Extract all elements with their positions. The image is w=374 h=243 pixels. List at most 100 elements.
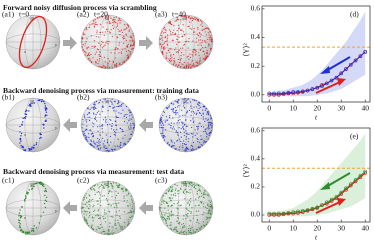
state-point	[118, 210, 120, 212]
state-point	[173, 57, 175, 60]
state-point	[31, 102, 33, 104]
state-point	[114, 48, 116, 50]
state-point	[43, 100, 45, 103]
y-tick-label: 0.4	[251, 32, 261, 41]
panel-label: (d)	[350, 10, 359, 19]
state-point	[18, 212, 21, 214]
state-point	[112, 21, 114, 24]
state-point	[94, 104, 96, 106]
state-point	[185, 143, 187, 146]
state-point	[94, 45, 97, 47]
state-point	[98, 110, 100, 112]
series-point	[334, 75, 339, 80]
panel-label: (a2)	[77, 10, 90, 19]
state-point	[104, 182, 106, 184]
state-point	[123, 144, 125, 146]
state-point	[189, 219, 191, 221]
state-point	[163, 48, 165, 51]
state-point	[204, 31, 206, 33]
axis-label: x	[177, 49, 179, 54]
state-point	[20, 140, 22, 142]
state-point	[208, 195, 210, 197]
series-point	[344, 67, 348, 71]
state-point	[181, 29, 183, 31]
state-point	[177, 19, 180, 21]
state-point	[120, 51, 122, 53]
state-point	[201, 22, 203, 24]
state-point	[31, 228, 33, 230]
panel-label: (b1)	[2, 93, 15, 102]
state-point	[24, 195, 27, 197]
state-point	[21, 123, 23, 125]
state-point	[44, 102, 46, 105]
state-point	[181, 123, 184, 125]
state-point	[160, 203, 162, 205]
state-point	[118, 18, 120, 20]
state-point	[176, 132, 179, 134]
state-point	[190, 120, 192, 122]
state-point	[196, 106, 198, 108]
state-point	[93, 146, 95, 148]
state-point	[174, 192, 176, 194]
state-point	[106, 185, 108, 187]
state-point	[165, 55, 167, 57]
state-point	[24, 117, 26, 120]
state-point	[97, 203, 99, 205]
state-point	[114, 148, 116, 150]
state-point	[162, 194, 165, 196]
state-point	[172, 63, 174, 66]
state-point	[186, 99, 188, 101]
state-point	[196, 221, 198, 223]
state-point	[181, 121, 183, 124]
state-point	[85, 193, 87, 195]
state-point	[178, 122, 180, 124]
state-point	[101, 184, 103, 187]
state-point	[131, 131, 133, 133]
state-point	[197, 35, 199, 37]
state-point	[186, 110, 189, 112]
state-point	[196, 125, 198, 128]
state-point	[101, 101, 103, 103]
state-point	[170, 55, 172, 57]
state-point	[199, 112, 201, 115]
y-axis-label: ⟨Y⟩²	[242, 163, 251, 177]
state-point	[85, 27, 87, 29]
state-point	[28, 110, 30, 112]
state-point	[165, 57, 167, 59]
state-point	[39, 183, 41, 185]
state-point	[179, 146, 181, 148]
state-point	[99, 144, 101, 146]
state-point	[166, 39, 168, 41]
state-point	[114, 101, 116, 103]
state-point	[198, 197, 200, 199]
bloch-sphere: |0⟩xy	[158, 97, 214, 153]
state-point	[163, 28, 165, 30]
state-point	[35, 142, 38, 144]
state-point	[162, 47, 164, 49]
state-point	[168, 144, 171, 146]
state-point	[44, 109, 47, 111]
x-tick-label: 40	[361, 224, 369, 233]
state-point	[110, 52, 112, 54]
state-point	[188, 25, 190, 27]
state-point	[113, 17, 115, 19]
state-point	[33, 183, 35, 185]
state-point	[167, 107, 169, 109]
state-point	[208, 36, 210, 39]
state-point	[116, 145, 119, 147]
state-point	[177, 24, 180, 26]
state-point	[159, 206, 161, 208]
series-point	[329, 78, 334, 83]
state-point	[129, 137, 131, 140]
state-point	[197, 20, 200, 22]
state-point	[115, 47, 117, 49]
state-point	[176, 30, 178, 32]
state-point	[83, 135, 85, 137]
state-point	[189, 101, 192, 103]
state-point	[103, 98, 105, 100]
state-point	[109, 22, 111, 25]
state-point	[123, 61, 125, 64]
state-point	[132, 127, 135, 129]
state-point	[96, 229, 98, 231]
